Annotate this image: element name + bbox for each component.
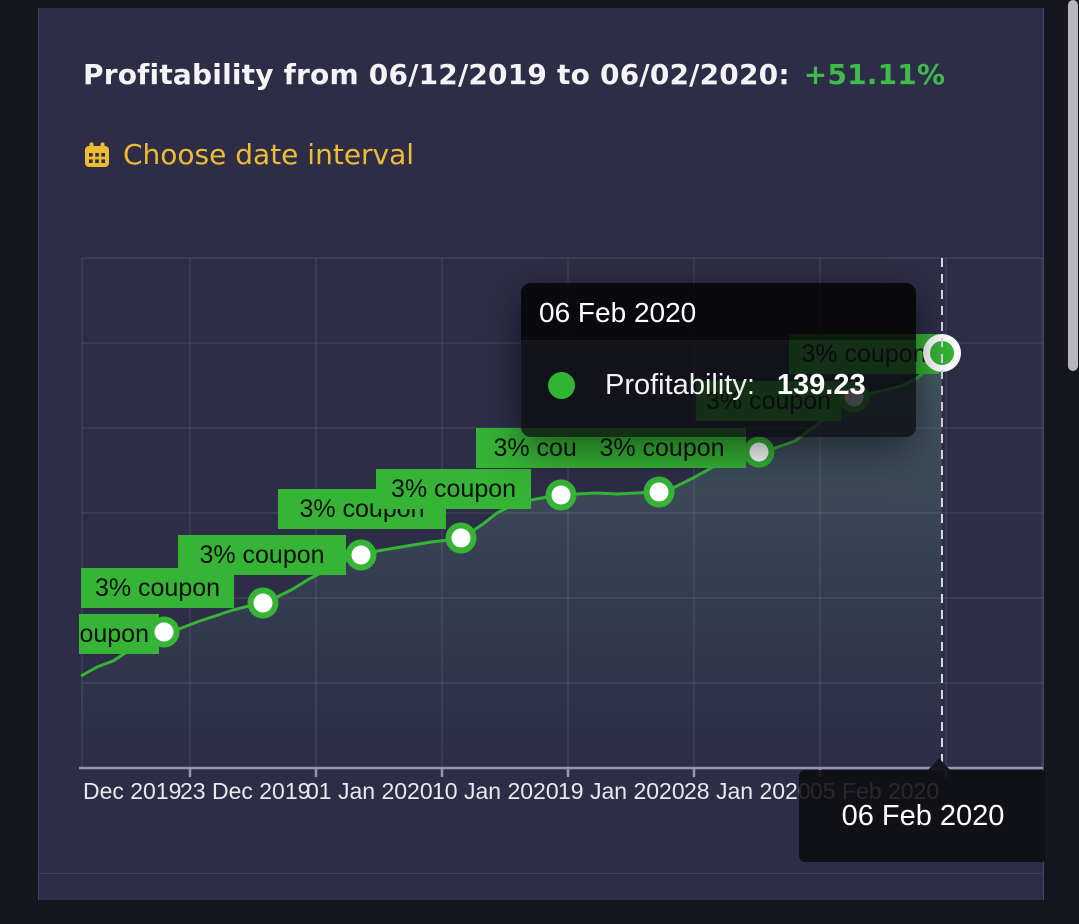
tooltip-date: 06 Feb 2020	[521, 283, 916, 341]
x-axis-label: 10 Jan 2020	[432, 778, 559, 804]
calendar-icon	[83, 141, 111, 169]
x-axis-label: 01 Jan 2020	[306, 778, 433, 804]
x-axis-label: 23 Dec 2019	[180, 778, 311, 804]
choose-date-interval-button[interactable]: Choose date interval	[83, 138, 414, 171]
profit-line	[80, 352, 944, 678]
tooltip-series-label: Profitability:	[605, 369, 755, 401]
tooltip-value: 139.23	[776, 369, 866, 401]
profitability-card: Profitability from 06/12/2019 to 06/02/2…	[38, 8, 1045, 900]
title-text: Profitability from 06/12/2019 to 06/02/2…	[83, 58, 790, 91]
axis-date-tooltip: 06 Feb 2020	[799, 758, 1045, 862]
profit-percent-badge: +51.11%	[803, 58, 946, 91]
card-bottom-divider	[39, 873, 1043, 874]
chart-tooltip: 06 Feb 2020 Profitability: 139.23	[521, 283, 916, 437]
area-fill	[81, 353, 942, 768]
series-marker-icon	[548, 372, 575, 399]
profitability-chart[interactable]: 3% coupon 3% coupon 3% coupon 3% coupon …	[79, 250, 1045, 880]
coupon-event-label: 3% coupon	[79, 614, 159, 654]
coupon-event-label: 3% coupon	[178, 535, 346, 575]
axis-tooltip-date: 06 Feb 2020	[841, 800, 1005, 832]
page-title: Profitability from 06/12/2019 to 06/02/2…	[83, 58, 945, 91]
x-axis-label: 14 Dec 2019	[79, 778, 182, 804]
x-axis-label: 28 Jan 2020	[684, 778, 811, 804]
x-axis-label: 19 Jan 2020	[558, 778, 685, 804]
choose-date-interval-label: Choose date interval	[123, 138, 415, 171]
scrollbar-thumb[interactable]	[1068, 0, 1078, 371]
tooltip-arrow-icon	[927, 758, 951, 771]
coupon-event-label: 3% coupon	[376, 469, 531, 509]
